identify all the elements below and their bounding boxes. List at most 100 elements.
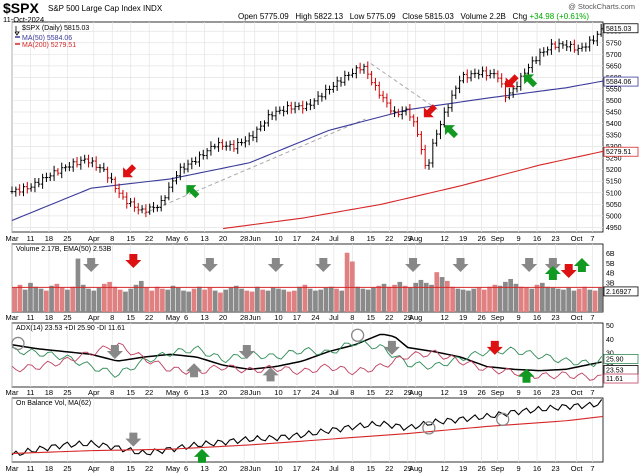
price-x-tick-label: Mar [6, 234, 19, 243]
adx-legend: ADX(14) 23.53 +DI 25.90 -DI 11.61 [16, 325, 125, 332]
volume-bar [181, 290, 186, 312]
price-tick-label: 5050 [606, 202, 622, 209]
volume-bar [350, 261, 355, 312]
plus-di-line [11, 340, 603, 378]
adx-x-tick-label: Jul [329, 388, 339, 397]
volume-x-tick-label: 19 [459, 313, 467, 322]
obv-x-tick-label: 17 [293, 464, 301, 473]
volume-bar [323, 287, 329, 312]
trendline-support [143, 118, 366, 214]
volume-bar [365, 289, 371, 312]
volume-x-tick-label: 7 [590, 313, 594, 322]
volume-bar [286, 291, 292, 312]
price-tick-label: 4950 [606, 225, 622, 232]
price-tick-label: 5650 [606, 63, 622, 70]
quote-line: Open 5775.09 High 5822.13 Low 5775.09 Cl… [238, 12, 589, 21]
adx-x-tick-label: Jun [249, 388, 261, 397]
obv-x-tick-label: 26 [477, 464, 485, 473]
obv-x-tick-label: 29 [404, 464, 412, 473]
adx-x-tick-label: 11 [27, 388, 35, 397]
obv-x-tick-label: 9 [516, 464, 520, 473]
exchange-label: INDX [143, 4, 163, 13]
obv-x-tick-label: Jun [249, 464, 261, 473]
price-x-tick-label: Oct [571, 234, 584, 243]
volume-bar [434, 272, 440, 312]
volume-gray-arrow [405, 258, 422, 272]
volume-bar [233, 285, 239, 312]
volume-bar [566, 287, 572, 312]
volume-x-tick-label: 8 [350, 313, 354, 322]
open-value: 5775.09 [259, 12, 289, 21]
obv-x-tick-label: 8 [110, 464, 114, 473]
ma200-line [222, 150, 604, 230]
volume-bar [102, 283, 107, 312]
volume-bar [133, 284, 139, 312]
volume-bar [334, 288, 339, 312]
volume-gray-arrow [83, 258, 100, 272]
volume-bar [302, 284, 308, 312]
volume-bar [508, 278, 513, 312]
volume-x-tick-label: 24 [311, 313, 319, 322]
volume-bar [107, 281, 112, 312]
obv-x-tick-label: 13 [200, 464, 208, 473]
obv-x-tick-label: 22 [145, 464, 153, 473]
plus-di-last-label-box [603, 354, 639, 364]
price-x-tick-label: 19 [459, 234, 467, 243]
volume-bar [392, 284, 397, 312]
price-last-label: 5815.03 [606, 26, 631, 33]
volume-bar [318, 289, 324, 312]
volume-bar [492, 284, 498, 312]
volume-bar [518, 286, 524, 312]
volume-x-tick-label: 28 [240, 313, 248, 322]
volume-gray-arrow [315, 258, 332, 272]
adx-x-tick-label: 7 [590, 388, 594, 397]
price-x-tick-label: 13 [200, 234, 208, 243]
volume-gray-arrow [521, 258, 538, 272]
volume-bar [123, 291, 128, 312]
volume-bar [476, 287, 482, 312]
adx-x-tick-label: 23 [551, 388, 559, 397]
price-x-tick-label: 25 [63, 234, 71, 243]
adx-highlight-circle [11, 336, 25, 351]
price-tick-label: 5100 [606, 190, 622, 197]
obv-highlight-circle [496, 412, 510, 426]
volume-bar [96, 287, 102, 312]
obv-x-tick-label: Sep [491, 464, 504, 473]
volume-x-tick-label: 15 [367, 313, 375, 322]
volume-bar [344, 252, 350, 312]
volume-bar [117, 289, 123, 312]
price-x-tick-label: 29 [404, 234, 412, 243]
obv-x-tick-label: 8 [350, 464, 354, 473]
volume-bar [355, 286, 360, 312]
volume-bar [202, 289, 207, 312]
volume-bar [144, 287, 149, 312]
adx-x-tick-label: 22 [385, 388, 393, 397]
volume-bar [561, 289, 566, 312]
volume-bar [539, 282, 545, 312]
volume-bar [54, 283, 60, 312]
price-x-tick-label: 28 [240, 234, 248, 243]
obv-x-tick-label: 15 [127, 464, 135, 473]
volume-x-tick-label: 11 [27, 313, 35, 322]
adx-gray-arrow [262, 367, 279, 382]
change-value: +34.98 (+0.61%) [529, 12, 590, 21]
low-value: 5775.09 [366, 12, 396, 21]
volume-bar [91, 290, 97, 312]
volume-bar [328, 286, 334, 312]
price-x-tick-label: Aug [409, 234, 422, 243]
obv-x-tick-label: Oct [571, 464, 584, 473]
volume-bar [70, 286, 76, 312]
volume-bar [86, 288, 91, 312]
obv-x-tick-label: 20 [219, 464, 227, 473]
volume-bar [186, 291, 192, 312]
volume-bar [423, 282, 429, 312]
price-x-tick-label: 15 [367, 234, 375, 243]
price-x-tick-label: Jul [329, 234, 339, 243]
price-x-tick-label: 24 [311, 234, 319, 243]
obv-gray-arrow [125, 432, 142, 447]
price-x-tick-label: May [166, 234, 180, 243]
adx-tick-label: 30 [606, 350, 614, 357]
adx-gray-arrow [186, 363, 203, 378]
volume-bar [513, 283, 519, 312]
